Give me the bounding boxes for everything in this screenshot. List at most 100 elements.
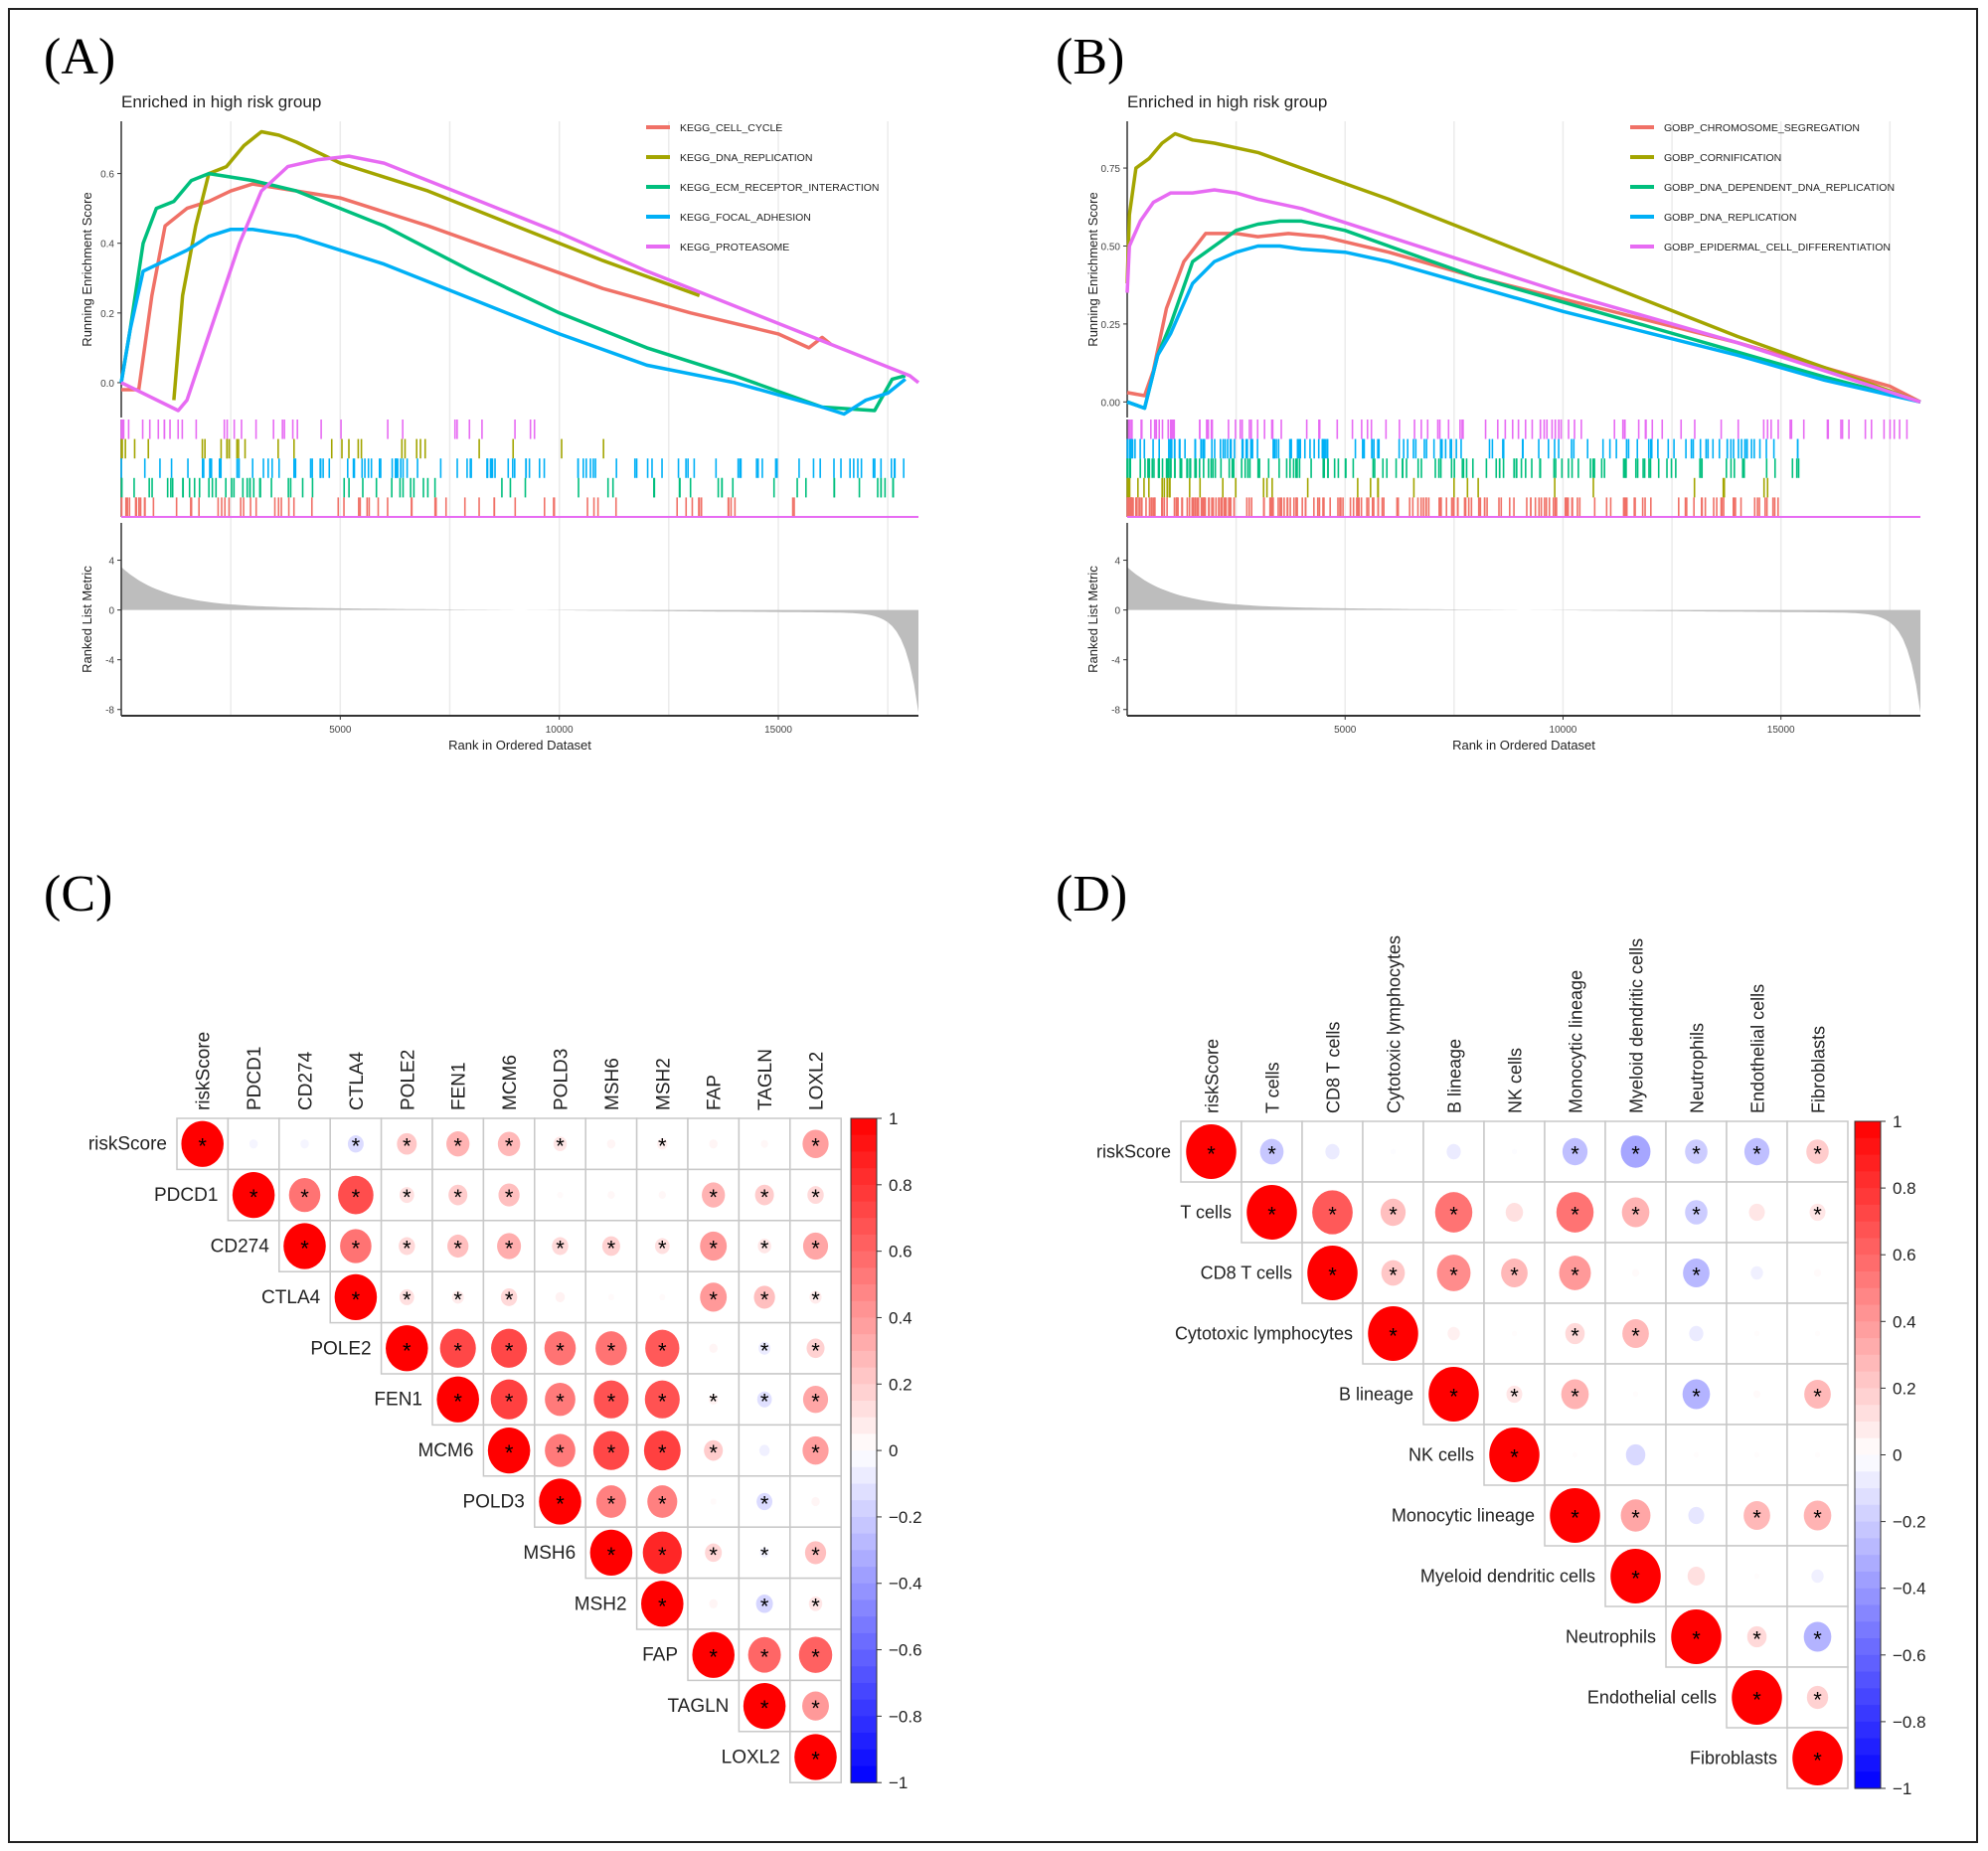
significance-star: * [658,1237,667,1262]
significance-star: * [658,1134,667,1159]
colorbar-segment [1855,1371,1881,1389]
colorbar-tick-label: −1 [1893,1779,1911,1798]
corr-circle [654,1238,670,1255]
significance-star: * [1692,1385,1701,1410]
significance-star: * [1752,1506,1761,1531]
es-line-kegg-proteasome [120,154,920,413]
corr-circle [500,1287,518,1306]
legend-label: KEGG_PROTEASOME [680,242,789,253]
colorbar-segment [1855,1121,1881,1139]
colorbar-segment [1855,1488,1881,1506]
panel-label-a: (A) [44,29,116,85]
corr-circle [1565,1322,1585,1345]
colorbar-tick-label: −0.4 [889,1575,922,1594]
corr-circle [1620,1499,1651,1532]
colorbar-segment [1855,1437,1881,1456]
colorbar-segment [851,1300,877,1319]
legend-label: GOBP_CORNIFICATION [1664,152,1781,164]
significance-star: * [1752,1627,1761,1652]
colorbar-tick-label: 0.2 [889,1375,912,1394]
corr-circle [589,1529,633,1577]
colorbar-segment [851,1583,877,1601]
row-label: LOXL2 [722,1748,780,1768]
column-label: B lineage [1445,1039,1465,1113]
significance-star: * [249,1185,258,1210]
es-y-tick-label: 0.4 [100,240,114,251]
significance-star: * [607,1237,616,1262]
corr-circle [557,1191,564,1199]
es-line-gobp-epidermal-cell-differentiation [1125,188,1921,404]
corr-circle [397,1132,417,1155]
corr-circle [595,1485,626,1518]
corr-circle [539,1478,581,1525]
x-axis-label: Rank in Ordered Dataset [448,738,591,753]
significance-star: * [1813,1506,1822,1531]
corr-circle [1811,1569,1824,1584]
significance-star: * [352,1185,361,1210]
corr-circle [1806,1685,1829,1710]
metric-y-axis-label: Ranked List Metric [80,566,94,673]
colorbar-segment [851,1118,877,1136]
colorbar-segment [1855,1171,1881,1189]
significance-star: * [1631,1506,1640,1531]
corr-circle [490,1379,528,1420]
significance-star: * [453,1237,462,1262]
significance-star: * [505,1390,514,1415]
row-label: riskScore [88,1134,167,1155]
corr-circle [439,1328,476,1368]
significance-star: * [607,1338,616,1363]
colorbar-segment [851,1666,877,1684]
row-label: PDCD1 [154,1185,218,1206]
colorbar-segment [851,1267,877,1285]
corr-circle [1743,1137,1770,1166]
corr-circle [1682,1379,1711,1410]
corr-circle [545,1383,576,1417]
corr-circle [709,1343,718,1353]
colorbar-segment [851,1317,877,1335]
significance-star: * [1267,1142,1276,1167]
colorbar-segment [851,1251,877,1268]
corr-circle [448,1184,468,1206]
corr-circle [545,1433,576,1467]
significance-star: * [760,1185,769,1210]
significance-star: * [505,1338,514,1363]
corr-circle [607,1191,615,1200]
significance-star: * [1571,1385,1579,1410]
corr-cell [1786,1545,1849,1607]
column-label: LOXL2 [807,1052,828,1110]
corr-circle [806,1338,825,1359]
colorbar-segment [851,1450,877,1468]
significance-star: * [811,1696,820,1721]
legend-label: KEGG_CELL_CYCLE [680,122,782,134]
significance-star: * [760,1492,769,1517]
corr-circle [436,1376,479,1423]
colorbar-segment [851,1749,877,1767]
corr-circle [709,1139,718,1149]
corr-circle [1683,1258,1710,1288]
colorbar-segment [851,1433,877,1451]
metric-y-tick-label: 0 [108,606,114,617]
colorbar-segment [851,1184,877,1203]
corr-circle [757,1239,771,1254]
row-label: B lineage [1339,1385,1413,1405]
corr-circle [1381,1260,1406,1286]
metric-y-tick-label: 4 [1114,557,1120,568]
corr-circle [1732,1670,1782,1725]
corr-circle [756,1391,772,1408]
legend-label: GOBP_DNA_REPLICATION [1664,212,1796,224]
significance-star: * [1389,1324,1398,1349]
corr-circle [1803,1621,1832,1652]
row-label: MCM6 [417,1440,473,1461]
corr-circle [1307,1246,1358,1300]
colorbar-tick-label: 0.6 [889,1243,912,1262]
significance-star: * [709,1645,718,1670]
corr-circle [658,1191,666,1200]
colorbar-tick-label: −0.8 [889,1707,922,1726]
significance-star: * [403,1134,412,1159]
corr-circle [700,1282,728,1312]
colorbar-tick-label: 0.8 [1893,1179,1916,1198]
colorbar-segment [851,1533,877,1551]
es-line-kegg-ecm-receptor-interaction [119,171,907,413]
significance-star: * [1813,1385,1822,1410]
significance-star: * [1631,1203,1640,1228]
